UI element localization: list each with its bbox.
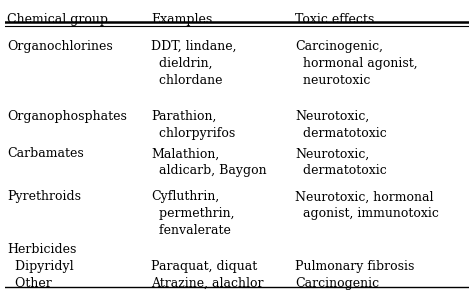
Text: Toxic effects: Toxic effects bbox=[295, 13, 374, 26]
Text: Neurotoxic, hormonal
  agonist, immunotoxic: Neurotoxic, hormonal agonist, immunotoxi… bbox=[295, 190, 439, 220]
Text: Malathion,
  aldicarb, Baygon: Malathion, aldicarb, Baygon bbox=[151, 147, 267, 178]
Text: Paraquat, diquat: Paraquat, diquat bbox=[151, 260, 257, 274]
Text: Parathion,
  chlorpyrifos: Parathion, chlorpyrifos bbox=[151, 110, 235, 140]
Text: Pyrethroids: Pyrethroids bbox=[7, 190, 81, 203]
Text: Carbamates: Carbamates bbox=[7, 147, 84, 160]
Text: Other: Other bbox=[7, 277, 52, 290]
Text: Neurotoxic,
  dermatotoxic: Neurotoxic, dermatotoxic bbox=[295, 147, 387, 178]
Text: Chemical group: Chemical group bbox=[7, 13, 108, 26]
Text: Organophosphates: Organophosphates bbox=[7, 110, 127, 123]
Text: Cyfluthrin,
  permethrin,
  fenvalerate: Cyfluthrin, permethrin, fenvalerate bbox=[151, 190, 235, 237]
Text: DDT, lindane,
  dieldrin,
  chlordane: DDT, lindane, dieldrin, chlordane bbox=[151, 40, 237, 87]
Text: Organochlorines: Organochlorines bbox=[7, 40, 113, 53]
Text: Atrazine, alachlor: Atrazine, alachlor bbox=[151, 277, 264, 290]
Text: Carcinogenic,
  hormonal agonist,
  neurotoxic: Carcinogenic, hormonal agonist, neurotox… bbox=[295, 40, 418, 87]
Text: Neurotoxic,
  dermatotoxic: Neurotoxic, dermatotoxic bbox=[295, 110, 387, 140]
Text: Carcinogenic: Carcinogenic bbox=[295, 277, 379, 290]
Text: Herbicides: Herbicides bbox=[7, 243, 76, 256]
Text: Examples: Examples bbox=[151, 13, 212, 26]
Text: Dipyridyl: Dipyridyl bbox=[7, 260, 73, 274]
Text: Pulmonary fibrosis: Pulmonary fibrosis bbox=[295, 260, 414, 274]
